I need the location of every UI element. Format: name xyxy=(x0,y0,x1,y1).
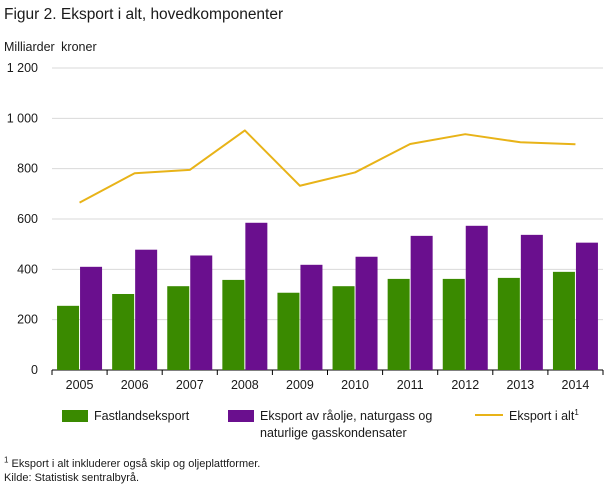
bar-olje-gass-eksport xyxy=(245,222,268,370)
bars xyxy=(57,222,598,370)
bar-olje-gass-eksport xyxy=(355,256,378,370)
bar-olje-gass-eksport xyxy=(465,225,488,370)
legend-label-olje-gass-line2: naturlige gasskondensater xyxy=(260,426,407,440)
x-tick-label: 2006 xyxy=(121,378,149,392)
chart-plot: 0 200 400 600 800 1 000 1 200 2005 2006 2007 2008… xyxy=(7,61,604,392)
bar-fastlandseksport xyxy=(112,293,135,370)
gridlines xyxy=(51,67,604,375)
bar-fastlandseksport xyxy=(497,277,520,370)
legend-label-olje-gass-line1: Eksport av råolje, naturgass og xyxy=(260,409,433,423)
line-eksport-i-alt xyxy=(79,129,576,204)
legend-footnote-marker: 1 xyxy=(574,407,579,417)
legend-item-olje-gass: Eksport av råolje, naturgass og naturlig… xyxy=(228,408,432,442)
legend-swatch-eksport-i-alt xyxy=(475,413,503,416)
legend-label-fastland: Fastlandseksport xyxy=(94,409,190,423)
y-tick-label: 400 xyxy=(17,262,38,276)
bar-fastlandseksport xyxy=(167,286,190,370)
legend-label-eksport-i-alt: Eksport i alt xyxy=(509,409,575,423)
bar-fastlandseksport xyxy=(222,279,245,370)
bar-fastlandseksport xyxy=(387,278,410,370)
bar-fastlandseksport xyxy=(552,271,575,370)
y-tick-label: 200 xyxy=(17,313,38,327)
source-text: Kilde: Statistisk sentralbyrå. xyxy=(4,472,140,484)
x-tick-labels: 2005 2006 2007 2008 2009 2010 2011 2012 2013 2014 xyxy=(66,378,590,392)
bar-fastlandseksport xyxy=(442,278,465,370)
bar-olje-gass-eksport xyxy=(190,255,213,370)
y-tick-label: 1 000 xyxy=(7,111,38,125)
total-line xyxy=(79,129,576,204)
x-tick-label: 2012 xyxy=(451,378,479,392)
footnote: 1 Eksport i alt inkluderer også skip og … xyxy=(4,455,261,485)
x-tick-label: 2007 xyxy=(176,378,204,392)
bar-olje-gass-eksport xyxy=(410,235,433,370)
x-tick-label: 2013 xyxy=(506,378,534,392)
bar-olje-gass-eksport xyxy=(300,264,323,370)
y-tick-label: 800 xyxy=(17,162,38,176)
x-tick-label: 2009 xyxy=(286,378,314,392)
x-tick-label: 2005 xyxy=(66,378,94,392)
chart-title: Figur 2. Eksport i alt, hovedkomponenter xyxy=(4,6,284,23)
x-tick-label: 2011 xyxy=(397,378,424,392)
y-tick-label: 1 200 xyxy=(7,61,38,75)
bar-olje-gass-eksport xyxy=(80,266,103,370)
bar-olje-gass-eksport xyxy=(520,234,543,370)
legend-item-fastland: Fastlandseksport xyxy=(62,408,189,425)
legend-swatch-olje-gass xyxy=(228,409,254,422)
footnote-text: Eksport i alt inkluderer også skip og ol… xyxy=(8,458,261,470)
y-tick-label: 0 xyxy=(31,363,38,377)
bar-fastlandseksport xyxy=(277,292,300,370)
y-tick-label: 600 xyxy=(17,212,38,226)
footnote-marker: 1 xyxy=(4,455,9,465)
x-tick-label: 2008 xyxy=(231,378,259,392)
bar-olje-gass-eksport xyxy=(575,242,598,370)
legend-swatch-fastland xyxy=(62,409,88,422)
y-tick-labels: 0 200 400 600 800 1 000 1 200 xyxy=(7,61,38,377)
y-axis-label: Milliarder kroner xyxy=(4,40,97,54)
bar-olje-gass-eksport xyxy=(135,249,158,370)
bar-fastlandseksport xyxy=(57,305,80,370)
x-tick-label: 2010 xyxy=(341,378,369,392)
bar-fastlandseksport xyxy=(332,286,355,370)
x-tick-label: 2014 xyxy=(562,378,590,392)
legend-item-eksport-i-alt: Eksport i alt1 xyxy=(475,408,579,425)
